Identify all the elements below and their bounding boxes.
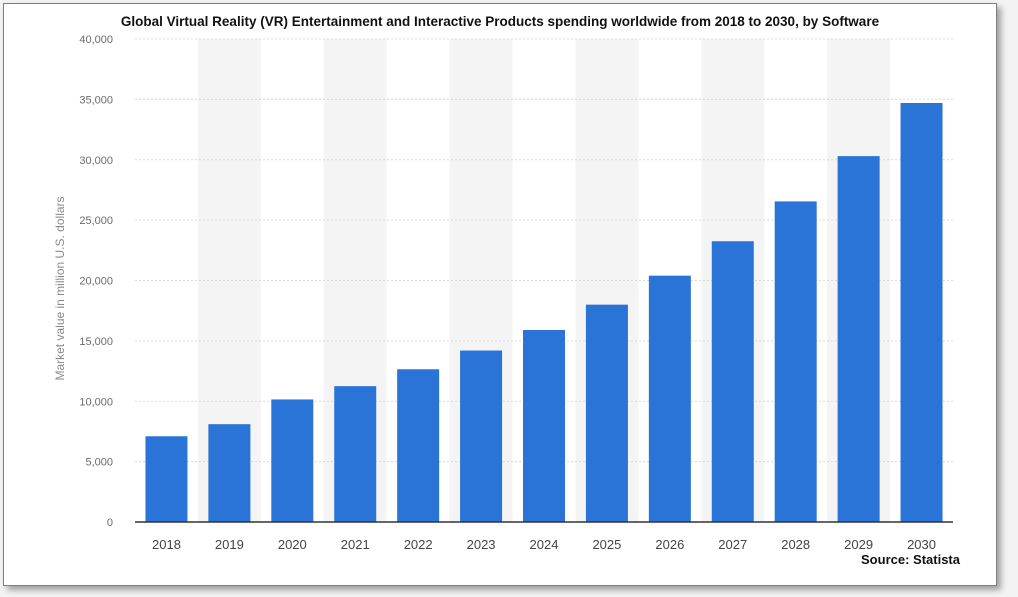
x-tick-label: 2023 [467, 537, 496, 552]
bar-2020 [271, 399, 314, 522]
bar-2019 [208, 424, 251, 522]
bar-2024 [523, 330, 565, 522]
y-tick-label: 15,000 [79, 336, 113, 348]
x-tick-label: 2020 [278, 537, 307, 552]
y-tick-label: 35,000 [79, 94, 113, 106]
x-tick-label: 2030 [907, 537, 936, 552]
bar-2030 [900, 102, 943, 522]
x-tick-label: 2027 [718, 537, 747, 552]
source-credit: Source: Statista [861, 552, 960, 567]
bar-2021 [334, 386, 377, 522]
y-tick-label: 0 [107, 517, 113, 529]
y-tick-label: 5,000 [85, 457, 113, 469]
bar-2023 [460, 350, 503, 522]
bar-2018 [145, 436, 188, 522]
y-tick-label: 30,000 [79, 155, 113, 167]
chart-title: Global Virtual Reality (VR) Entertainmen… [120, 14, 880, 29]
bar-2022 [397, 369, 440, 522]
y-axis-label: Market value in million U.S. dollars [53, 196, 67, 380]
y-tick-label: 20,000 [79, 276, 113, 288]
bar-2026 [648, 275, 691, 522]
x-tick-label: 2026 [655, 537, 684, 552]
y-tick-label: 25,000 [79, 215, 113, 227]
x-tick-label: 2024 [530, 537, 559, 552]
y-tick-label: 10,000 [79, 396, 113, 408]
bar-2028 [774, 201, 817, 522]
x-tick-label: 2021 [341, 537, 370, 552]
y-tick-label: 40,000 [79, 34, 113, 46]
x-tick-label: 2029 [844, 537, 873, 552]
bar-2025 [585, 304, 628, 522]
x-tick-label: 2028 [781, 537, 810, 552]
bar-2029 [837, 156, 880, 522]
bar-2027 [711, 241, 754, 522]
x-tick-label: 2019 [215, 537, 244, 552]
x-tick-label: 2025 [592, 537, 621, 552]
x-tick-label: 2018 [152, 537, 181, 552]
x-tick-label: 2022 [404, 537, 433, 552]
